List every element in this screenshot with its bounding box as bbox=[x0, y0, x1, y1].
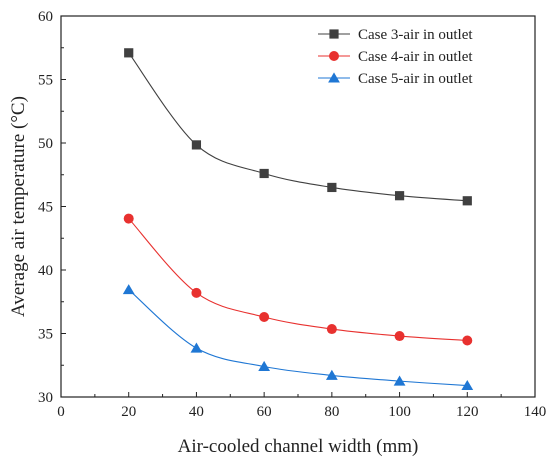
data-point bbox=[393, 375, 406, 386]
y-tick-label: 30 bbox=[38, 390, 53, 406]
legend-item: Case 5-air in outlet bbox=[318, 71, 473, 87]
legend-item: Case 3-air in outlet bbox=[318, 27, 473, 43]
series-line bbox=[128, 218, 468, 342]
plot-frame bbox=[60, 15, 536, 398]
data-point bbox=[325, 369, 338, 380]
data-point bbox=[122, 284, 135, 295]
data-point bbox=[258, 360, 271, 371]
series-1 bbox=[124, 48, 472, 206]
x-tick-label: 20 bbox=[121, 404, 136, 420]
legend-marker bbox=[328, 72, 340, 83]
y-axis-title: Average air temperature (°C) bbox=[8, 96, 29, 317]
series-line bbox=[128, 289, 468, 387]
x-tick-label: 140 bbox=[524, 404, 547, 420]
y-tick-label: 45 bbox=[38, 200, 53, 216]
y-tick-label: 60 bbox=[38, 9, 53, 25]
legend-marker bbox=[329, 51, 339, 61]
data-point bbox=[461, 379, 474, 391]
x-tick-label: 0 bbox=[57, 404, 65, 420]
x-axis-ticks: 0 20 40 60 80 100 120 140 bbox=[57, 392, 546, 420]
x-tick-label: 120 bbox=[456, 404, 479, 420]
legend: Case 3-air in outlet Case 4-air in outlet… bbox=[318, 27, 473, 87]
legend-label: Case 4-air in outlet bbox=[358, 49, 473, 65]
data-point bbox=[190, 342, 203, 353]
legend-label: Case 5-air in outlet bbox=[358, 71, 473, 87]
data-point bbox=[462, 335, 473, 346]
x-tick-label: 80 bbox=[324, 404, 339, 420]
legend-marker bbox=[329, 29, 339, 39]
data-point bbox=[259, 168, 269, 179]
legend-item: Case 4-air in outlet bbox=[318, 49, 473, 65]
data-point bbox=[124, 48, 134, 58]
y-tick-label: 50 bbox=[38, 136, 53, 152]
data-point bbox=[191, 287, 202, 298]
series-2 bbox=[123, 213, 473, 346]
x-tick-label: 100 bbox=[388, 404, 411, 420]
series-layer bbox=[122, 48, 474, 391]
x-tick-label: 40 bbox=[189, 404, 204, 420]
y-tick-label: 55 bbox=[38, 73, 53, 89]
series-3 bbox=[122, 284, 474, 391]
y-tick-label: 35 bbox=[38, 327, 53, 343]
data-point bbox=[394, 331, 405, 342]
y-tick-label: 40 bbox=[38, 263, 53, 279]
data-point bbox=[394, 191, 405, 201]
y-axis-ticks: 30 35 40 45 50 55 60 bbox=[38, 9, 66, 406]
data-point bbox=[326, 324, 337, 335]
data-point bbox=[191, 140, 202, 150]
x-tick-label: 60 bbox=[257, 404, 272, 420]
data-point bbox=[462, 196, 472, 206]
x-axis-title: Air-cooled channel width (mm) bbox=[178, 436, 419, 457]
data-point bbox=[259, 311, 270, 322]
legend-label: Case 3-air in outlet bbox=[358, 27, 473, 43]
data-point bbox=[123, 213, 134, 224]
data-point bbox=[327, 182, 337, 193]
